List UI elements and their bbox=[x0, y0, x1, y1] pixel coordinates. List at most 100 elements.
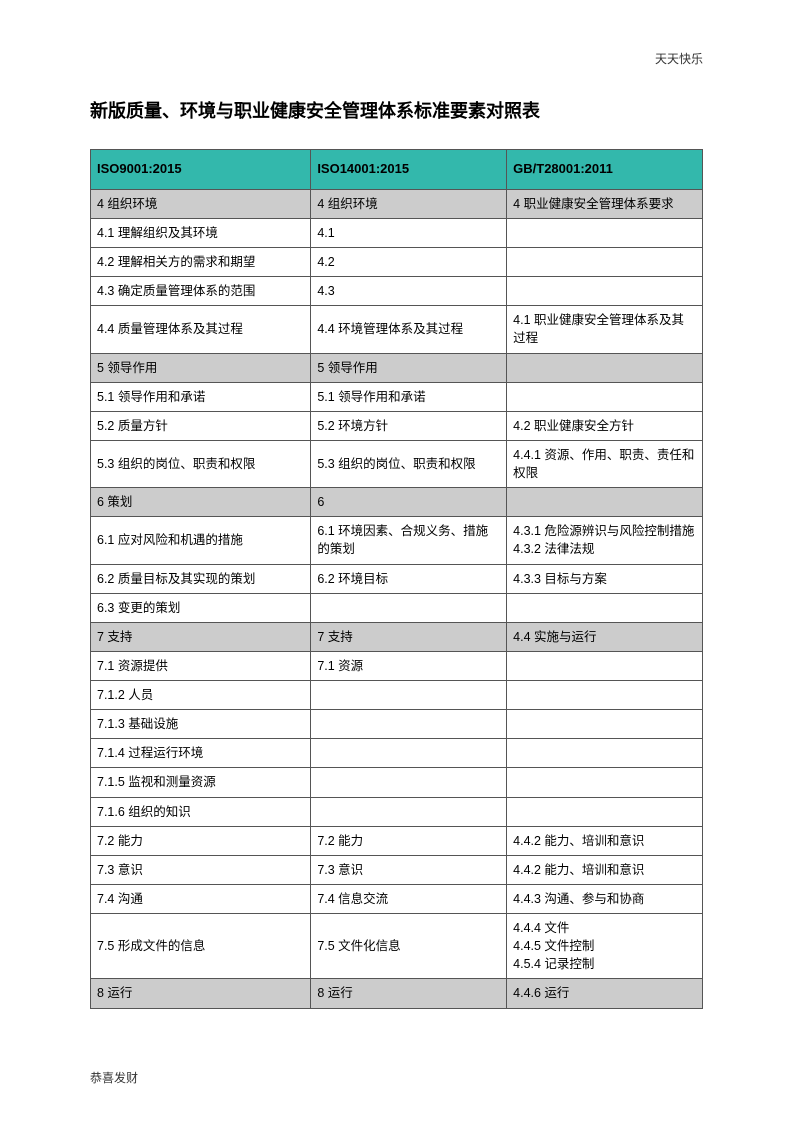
table-cell: 4.3.1 危险源辨识与风险控制措施 4.3.2 法律法规 bbox=[507, 517, 703, 564]
table-cell bbox=[311, 739, 507, 768]
table-cell: 4.4 环境管理体系及其过程 bbox=[311, 306, 507, 353]
table-cell: 5.3 组织的岗位、职责和权限 bbox=[91, 440, 311, 487]
table-row: 6 策划6 bbox=[91, 488, 703, 517]
table-cell: 7.1.2 人员 bbox=[91, 681, 311, 710]
table-row: 7.1.3 基础设施 bbox=[91, 710, 703, 739]
table-cell: 7.2 能力 bbox=[311, 826, 507, 855]
table-cell bbox=[507, 353, 703, 382]
table-cell: 6.1 应对风险和机遇的措施 bbox=[91, 517, 311, 564]
table-cell: 5.1 领导作用和承诺 bbox=[311, 382, 507, 411]
table-row: 7.3 意识7.3 意识4.4.2 能力、培训和意识 bbox=[91, 855, 703, 884]
table-row: 6.1 应对风险和机遇的措施6.1 环境因素、合规义务、措施的策划4.3.1 危… bbox=[91, 517, 703, 564]
table-cell: 7.1.3 基础设施 bbox=[91, 710, 311, 739]
table-cell bbox=[507, 768, 703, 797]
table-cell: 4.2 bbox=[311, 248, 507, 277]
table-cell: 7.5 文件化信息 bbox=[311, 914, 507, 979]
table-cell: 7.4 信息交流 bbox=[311, 884, 507, 913]
table-cell: 7.3 意识 bbox=[311, 855, 507, 884]
table-cell: 5.3 组织的岗位、职责和权限 bbox=[311, 440, 507, 487]
table-cell bbox=[507, 739, 703, 768]
table-cell: 4.3 确定质量管理体系的范围 bbox=[91, 277, 311, 306]
table-row: 4.2 理解相关方的需求和期望4.2 bbox=[91, 248, 703, 277]
top-note: 天天快乐 bbox=[90, 50, 703, 67]
table-row: 7.1.4 过程运行环境 bbox=[91, 739, 703, 768]
table-cell bbox=[311, 681, 507, 710]
table-cell bbox=[507, 681, 703, 710]
table-cell: 4 组织环境 bbox=[91, 189, 311, 218]
table-row: 4 组织环境4 组织环境4 职业健康安全管理体系要求 bbox=[91, 189, 703, 218]
table-row: 6.3 变更的策划 bbox=[91, 593, 703, 622]
table-cell: 4.4.2 能力、培训和意识 bbox=[507, 826, 703, 855]
table-row: 6.2 质量目标及其实现的策划6.2 环境目标4.3.3 目标与方案 bbox=[91, 564, 703, 593]
table-cell: 4.1 bbox=[311, 218, 507, 247]
table-cell: 4.1 职业健康安全管理体系及其过程 bbox=[507, 306, 703, 353]
table-row: 5.3 组织的岗位、职责和权限5.3 组织的岗位、职责和权限4.4.1 资源、作… bbox=[91, 440, 703, 487]
table-cell: 8 运行 bbox=[91, 979, 311, 1008]
table-cell: 7 支持 bbox=[311, 622, 507, 651]
table-cell bbox=[507, 593, 703, 622]
table-cell: 5.1 领导作用和承诺 bbox=[91, 382, 311, 411]
table-body: 4 组织环境4 组织环境4 职业健康安全管理体系要求4.1 理解组织及其环境4.… bbox=[91, 189, 703, 1008]
table-cell: 4.4.3 沟通、参与和协商 bbox=[507, 884, 703, 913]
table-row: 4.4 质量管理体系及其过程4.4 环境管理体系及其过程4.1 职业健康安全管理… bbox=[91, 306, 703, 353]
table-cell: 6.1 环境因素、合规义务、措施的策划 bbox=[311, 517, 507, 564]
table-cell: 4 职业健康安全管理体系要求 bbox=[507, 189, 703, 218]
table-row: 7.1.6 组织的知识 bbox=[91, 797, 703, 826]
table-cell: 4.2 理解相关方的需求和期望 bbox=[91, 248, 311, 277]
table-cell: 6.3 变更的策划 bbox=[91, 593, 311, 622]
table-cell: 7.4 沟通 bbox=[91, 884, 311, 913]
table-cell: 6.2 质量目标及其实现的策划 bbox=[91, 564, 311, 593]
table-row: 4.1 理解组织及其环境4.1 bbox=[91, 218, 703, 247]
table-row: 7 支持7 支持4.4 实施与运行 bbox=[91, 622, 703, 651]
table-cell: 7.1 资源提供 bbox=[91, 651, 311, 680]
table-row: 4.3 确定质量管理体系的范围4.3 bbox=[91, 277, 703, 306]
table-cell: 5 领导作用 bbox=[311, 353, 507, 382]
table-row: 7.2 能力7.2 能力4.4.2 能力、培训和意识 bbox=[91, 826, 703, 855]
page-title: 新版质量、环境与职业健康安全管理体系标准要素对照表 bbox=[90, 97, 703, 123]
table-cell: 4.4.2 能力、培训和意识 bbox=[507, 855, 703, 884]
table-cell bbox=[311, 710, 507, 739]
comparison-table: ISO9001:2015ISO14001:2015GB/T28001:2011 … bbox=[90, 149, 703, 1009]
table-cell bbox=[507, 710, 703, 739]
column-header: ISO9001:2015 bbox=[91, 150, 311, 190]
table-cell: 4.1 理解组织及其环境 bbox=[91, 218, 311, 247]
column-header: GB/T28001:2011 bbox=[507, 150, 703, 190]
table-cell: 4.3 bbox=[311, 277, 507, 306]
table-row: 7.1 资源提供7.1 资源 bbox=[91, 651, 703, 680]
table-cell: 7.1.5 监视和测量资源 bbox=[91, 768, 311, 797]
table-cell: 7.2 能力 bbox=[91, 826, 311, 855]
table-cell: 4.4 质量管理体系及其过程 bbox=[91, 306, 311, 353]
table-cell: 4.2 职业健康安全方针 bbox=[507, 411, 703, 440]
table-cell: 5 领导作用 bbox=[91, 353, 311, 382]
table-cell bbox=[507, 248, 703, 277]
table-cell: 4.4 实施与运行 bbox=[507, 622, 703, 651]
table-cell: 4.3.3 目标与方案 bbox=[507, 564, 703, 593]
table-cell: 8 运行 bbox=[311, 979, 507, 1008]
table-cell bbox=[507, 797, 703, 826]
table-cell bbox=[311, 768, 507, 797]
table-cell: 7.1.4 过程运行环境 bbox=[91, 739, 311, 768]
table-cell: 7.3 意识 bbox=[91, 855, 311, 884]
table-row: 5.1 领导作用和承诺5.1 领导作用和承诺 bbox=[91, 382, 703, 411]
table-cell: 7 支持 bbox=[91, 622, 311, 651]
table-cell: 7.1.6 组织的知识 bbox=[91, 797, 311, 826]
table-row: 7.1.2 人员 bbox=[91, 681, 703, 710]
table-row: 5 领导作用5 领导作用 bbox=[91, 353, 703, 382]
table-cell bbox=[507, 218, 703, 247]
table-cell: 5.2 环境方针 bbox=[311, 411, 507, 440]
table-cell: 7.1 资源 bbox=[311, 651, 507, 680]
table-cell: 4.4.4 文件4.4.5 文件控制4.5.4 记录控制 bbox=[507, 914, 703, 979]
table-cell: 4.4.6 运行 bbox=[507, 979, 703, 1008]
table-cell bbox=[507, 651, 703, 680]
table-cell: 5.2 质量方针 bbox=[91, 411, 311, 440]
footer-note: 恭喜发财 bbox=[90, 1069, 138, 1086]
table-cell bbox=[507, 488, 703, 517]
table-row: 7.1.5 监视和测量资源 bbox=[91, 768, 703, 797]
table-row: 7.4 沟通7.4 信息交流4.4.3 沟通、参与和协商 bbox=[91, 884, 703, 913]
table-cell: 4 组织环境 bbox=[311, 189, 507, 218]
table-cell: 6 策划 bbox=[91, 488, 311, 517]
table-cell bbox=[311, 797, 507, 826]
table-cell: 6 bbox=[311, 488, 507, 517]
table-cell bbox=[507, 277, 703, 306]
table-row: 7.5 形成文件的信息7.5 文件化信息4.4.4 文件4.4.5 文件控制4.… bbox=[91, 914, 703, 979]
